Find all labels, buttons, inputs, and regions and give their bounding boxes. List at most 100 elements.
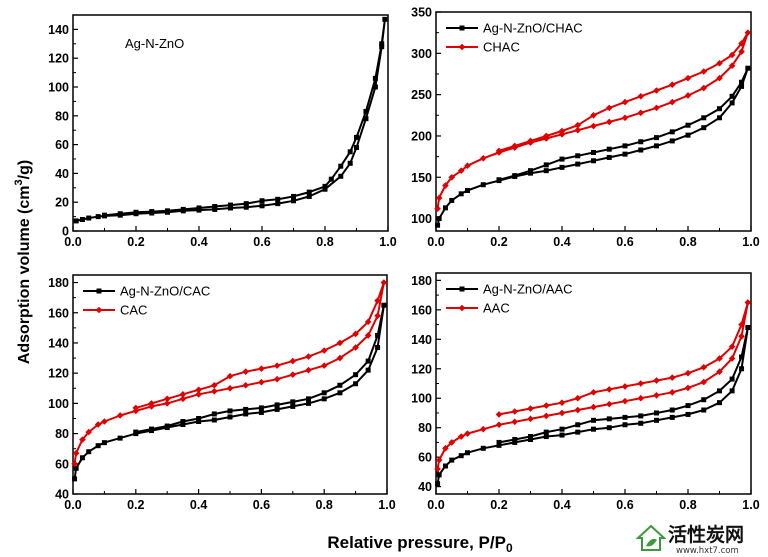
data-point [364, 332, 372, 339]
data-point [72, 476, 78, 482]
data-point [739, 366, 745, 372]
data-point [354, 134, 359, 140]
data-point [621, 98, 629, 106]
data-point [728, 51, 736, 59]
data-point [495, 411, 503, 418]
y-tick-label: 300 [411, 47, 432, 61]
data-point [449, 457, 455, 463]
y-tick-label: 120 [411, 362, 432, 376]
data-point [306, 396, 311, 402]
data-point [559, 426, 565, 432]
data-point [95, 443, 101, 449]
data-point [305, 353, 312, 360]
data-point [442, 182, 449, 189]
data-point [290, 399, 296, 405]
y-tick-label: 80 [55, 109, 69, 123]
data-point [374, 297, 381, 304]
legend: Ag-N-ZnO/CAC CAC [83, 284, 210, 318]
data-point [558, 409, 566, 417]
data-point [527, 405, 534, 412]
data-point [479, 425, 487, 433]
data-point [180, 206, 186, 212]
data-point [574, 121, 582, 129]
watermark-logo: 活性炭网 www.hxt7.com [630, 520, 768, 557]
data-point [637, 380, 645, 387]
data-point [435, 456, 443, 464]
data-point [242, 368, 249, 375]
x-tick-label: 0.8 [679, 235, 696, 249]
data-point [347, 149, 353, 155]
data-point [479, 154, 487, 162]
data-point [243, 204, 249, 210]
data-point [717, 400, 722, 406]
data-point [684, 369, 692, 377]
data-point [729, 376, 735, 382]
series-sample [73, 16, 388, 224]
y-tick-label: 180 [411, 274, 432, 288]
data-point [591, 149, 596, 155]
data-point [243, 411, 249, 417]
y-tick-label: 100 [411, 212, 432, 226]
legend-label: CAC [120, 303, 147, 318]
x-tick-label: 0.2 [490, 498, 507, 512]
data-point [227, 414, 233, 420]
series-cac [71, 279, 388, 468]
data-point [543, 168, 549, 174]
data-point [575, 422, 581, 428]
data-point [434, 465, 441, 473]
data-point [738, 48, 745, 55]
data-point [622, 143, 628, 149]
data-point [638, 420, 644, 426]
x-tick-label: 0.6 [616, 498, 633, 512]
data-point [606, 425, 612, 431]
data-point [512, 436, 518, 442]
data-point [372, 84, 378, 90]
data-point [622, 151, 628, 157]
data-point [638, 147, 644, 153]
data-point [259, 198, 265, 204]
x-tick-label: 1.0 [379, 235, 396, 249]
legend-marker [96, 288, 102, 294]
data-point [132, 404, 140, 412]
data-point [436, 472, 442, 478]
data-point [448, 173, 456, 181]
data-point [701, 115, 707, 121]
data-point [102, 212, 107, 218]
data-point [86, 215, 92, 221]
data-point [744, 299, 752, 306]
data-point [442, 463, 448, 469]
data-point [379, 41, 385, 47]
data-point [212, 206, 218, 212]
data-point [322, 183, 328, 189]
data-point [605, 400, 613, 408]
x-tick-label: 0.4 [190, 498, 207, 512]
data-point [559, 156, 565, 162]
watermark-url: www.hxt7.com [676, 546, 739, 556]
data-point [745, 325, 751, 331]
data-point [495, 147, 503, 155]
data-point [435, 194, 443, 202]
data-point [291, 198, 296, 204]
legend-label: Ag-N-ZnO/CAC [120, 284, 210, 299]
data-point [575, 161, 581, 167]
data-point [669, 414, 675, 420]
data-point [163, 400, 171, 407]
data-point [449, 197, 455, 203]
data-point [117, 211, 123, 217]
data-point [365, 358, 371, 364]
panel-1: 0.0 0.2 0.4 0.6 0.8 1.0 0 20 40 60 80 100 120 140 Ag-N… [48, 14, 397, 249]
data-point [511, 142, 519, 150]
data-point [353, 372, 359, 378]
x-tick-label: 0.8 [316, 498, 333, 512]
data-point [354, 144, 359, 150]
x-tick-label: 0.4 [553, 235, 570, 249]
data-point [653, 87, 660, 94]
y-tick-label: 40 [418, 480, 432, 494]
plot-frame [72, 14, 389, 232]
data-point [273, 375, 281, 383]
data-point [258, 378, 265, 386]
data-point [684, 92, 692, 99]
data-point [337, 382, 343, 388]
data-point [654, 135, 659, 141]
data-point [685, 403, 691, 409]
